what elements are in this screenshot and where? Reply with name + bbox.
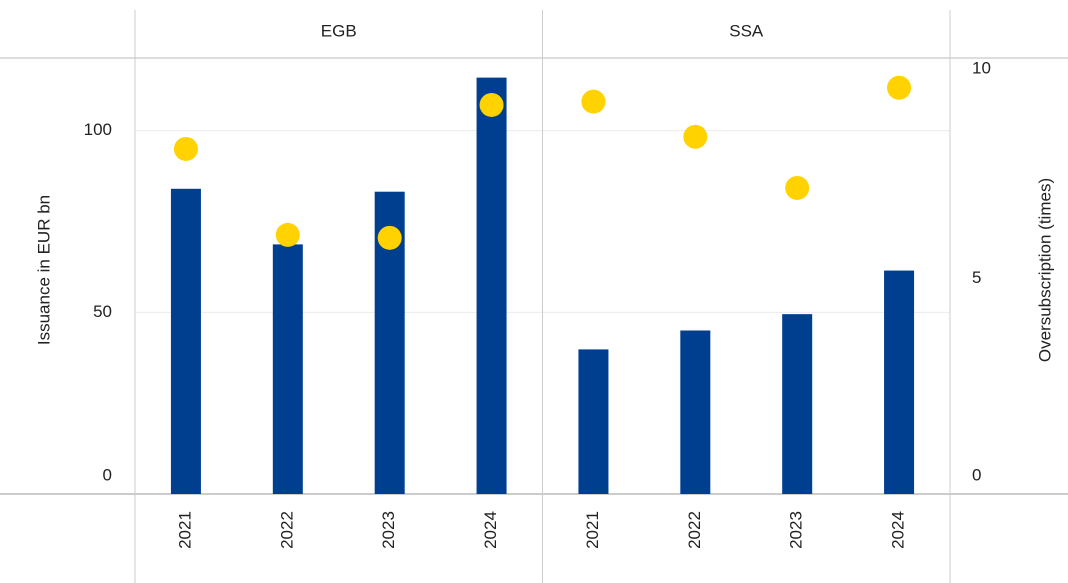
dot xyxy=(785,175,810,200)
x-tick-label: 2021 xyxy=(583,511,602,549)
bar xyxy=(476,77,507,495)
dot xyxy=(887,75,912,100)
y-axis-title: Issuance in EUR bn xyxy=(34,195,53,345)
x-tick-label: 2022 xyxy=(685,511,704,549)
bar xyxy=(782,314,813,494)
dot xyxy=(173,136,198,161)
x-tick-label: 2024 xyxy=(481,511,500,549)
x-tick-label: 2024 xyxy=(889,511,908,549)
x-tick-label: 2021 xyxy=(175,511,194,549)
y2-axis-title: Oversubscription (times) xyxy=(1035,178,1054,362)
y-tick-label: 50 xyxy=(93,302,112,321)
x-tick-label: 2023 xyxy=(379,511,398,549)
bar xyxy=(272,244,303,494)
dot xyxy=(275,222,300,247)
x-tick-label: 2023 xyxy=(787,511,806,549)
y-tick-label: 100 xyxy=(84,120,112,139)
y2-tick-label: 10 xyxy=(972,58,991,77)
dot xyxy=(683,124,708,149)
bar xyxy=(170,188,201,495)
panel-title: EGB xyxy=(321,21,357,40)
y2-tick-label: 5 xyxy=(972,268,981,287)
x-tick-label: 2022 xyxy=(277,511,296,549)
y2-tick-label: 0 xyxy=(972,465,981,484)
dot xyxy=(479,92,504,117)
y-tick-label: 0 xyxy=(103,465,112,484)
dot xyxy=(581,89,606,114)
dot xyxy=(377,225,402,250)
panel-title: SSA xyxy=(729,21,764,40)
bar xyxy=(578,349,609,494)
bar xyxy=(680,330,711,494)
bar xyxy=(884,270,915,494)
